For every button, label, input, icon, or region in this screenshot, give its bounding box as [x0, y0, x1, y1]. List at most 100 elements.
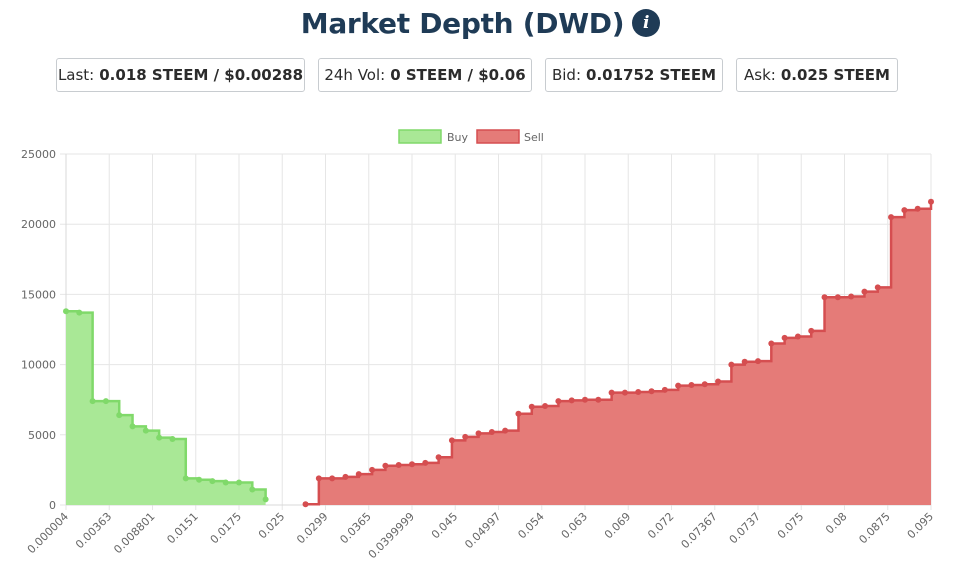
x-tick-label: 0.04997 [462, 510, 503, 551]
sell-point [435, 454, 442, 461]
sell-point [728, 361, 735, 368]
sell-point [755, 358, 761, 365]
sell-point [488, 428, 495, 435]
x-tick-label: 0.0151 [164, 510, 200, 546]
bid-label: Bid: [551, 66, 582, 84]
legend-sell-label: Sell [524, 131, 544, 144]
sell-point [475, 430, 482, 437]
sell-point [621, 389, 628, 396]
sell-point [448, 437, 455, 444]
sell-point [329, 475, 336, 482]
volume-box: 24h Vol: 0 STEEM / $0.06 [318, 58, 532, 92]
sell-point [741, 358, 748, 365]
buy-area [66, 311, 266, 505]
sell-point [409, 461, 415, 468]
x-tick-label: 0.000004 [25, 510, 71, 556]
sell-point [888, 214, 895, 221]
sell-point [688, 381, 695, 388]
sell-point [542, 403, 549, 410]
sell-point [675, 382, 682, 389]
info-circle-icon[interactable]: i [632, 9, 661, 37]
sell-point [661, 386, 668, 393]
buy-point [63, 308, 69, 315]
x-tick-label: 0.0175 [208, 510, 244, 546]
sell-point [768, 340, 775, 347]
sell-point [701, 381, 708, 388]
x-tick-label: 0.054 [515, 510, 546, 541]
bid-box: Bid: 0.01752 STEEM [545, 58, 723, 92]
buy-point [222, 479, 229, 486]
sell-point [302, 501, 309, 508]
sell-point [382, 462, 389, 469]
x-tick-label: 0.0737 [727, 510, 763, 546]
sell-point [781, 334, 788, 341]
ask-label: Ask: [744, 66, 776, 84]
sell-point [821, 294, 828, 301]
sell-point [515, 410, 522, 417]
buy-point [262, 496, 269, 503]
bid-value: 0.01752 STEEM [586, 66, 717, 84]
buy-point [129, 423, 136, 430]
x-tick-label: 0.08 [823, 510, 850, 537]
y-tick-label: 15000 [21, 288, 56, 301]
x-tick-label: 0.063 [559, 510, 590, 541]
y-tick-label: 10000 [21, 359, 56, 372]
legend-sell-swatch [476, 129, 520, 144]
sell-point [462, 433, 469, 440]
sell-point [808, 327, 815, 334]
x-tick-label: 0.069 [602, 510, 633, 541]
buy-point [102, 398, 109, 405]
sell-point [901, 207, 908, 214]
last-price-box: Last: 0.018 STEEM / $0.00288 [56, 58, 305, 92]
x-tick-label: 0.0365 [337, 510, 373, 546]
sell-point [861, 288, 868, 295]
x-tick-label: 0.0875 [856, 510, 892, 546]
sell-point [422, 459, 429, 466]
x-tick-label: 0.008801 [111, 510, 157, 556]
buy-point [209, 478, 216, 485]
sell-point [369, 466, 376, 473]
buy-point [89, 398, 96, 405]
sell-point [794, 333, 801, 340]
buy-point [156, 434, 163, 441]
sell-point [555, 398, 562, 405]
buy-point [236, 479, 242, 486]
legend-buy-swatch [398, 129, 442, 144]
sell-point [928, 198, 934, 205]
sell-point [635, 388, 642, 395]
sell-point [595, 396, 602, 403]
sell-point [715, 378, 722, 385]
x-tick-label: 0.0399999 [366, 510, 417, 561]
header: Market Depth (DWD) i [0, 2, 961, 44]
sell-point [342, 473, 349, 480]
volume-value: 0 STEEM / $0.06 [390, 66, 526, 84]
sell-area [305, 201, 931, 505]
y-tick-label: 25000 [21, 148, 56, 161]
x-tick-label: 0.07367 [679, 510, 720, 551]
x-tick-label: 0.072 [645, 510, 676, 541]
x-tick-label: 0.0299 [294, 510, 330, 546]
legend-buy-label: Buy [447, 131, 469, 144]
stats-bar: Last: 0.018 STEEM / $0.00288 24h Vol: 0 … [0, 58, 961, 94]
last-value: 0.018 STEEM / $0.00288 [99, 66, 304, 84]
sell-point [568, 397, 575, 404]
x-tick-label: 0.075 [775, 510, 806, 541]
sell-point [874, 284, 881, 291]
ask-value: 0.025 STEEM [780, 66, 890, 84]
buy-point [142, 427, 149, 434]
sell-point [914, 205, 921, 212]
last-label: Last: [57, 66, 95, 84]
sell-point [502, 427, 509, 434]
buy-point [169, 436, 176, 443]
y-tick-label: 20000 [21, 218, 56, 231]
buy-point [76, 309, 83, 316]
sell-point [582, 396, 588, 403]
y-tick-label: 5000 [28, 429, 56, 442]
page-title: Market Depth (DWD) [300, 6, 625, 40]
sell-point [648, 388, 655, 395]
buy-point [249, 486, 256, 493]
sell-point [848, 293, 855, 300]
volume-label: 24h Vol: [324, 66, 386, 84]
x-tick-label: 0.00363 [73, 510, 114, 551]
